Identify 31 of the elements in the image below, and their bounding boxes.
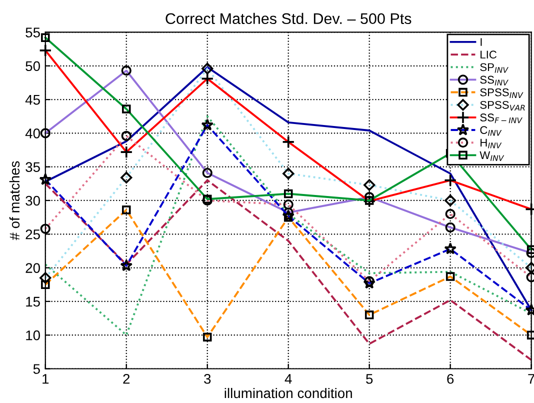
legend-label: SS$_{INV}$ [480, 76, 508, 86]
legend-label: LIC [480, 50, 497, 59]
x-tick-label: 1 [42, 374, 49, 384]
x-tick-label: 2 [123, 374, 130, 384]
y-tick-label: 55 [26, 28, 40, 38]
x-tick-label: 7 [528, 374, 534, 384]
legend-label: SP$_{INV}$ [480, 63, 508, 73]
x-tick-label: 4 [284, 374, 292, 384]
chart-title: Correct Matches Std. Dev. – 500 Pts [166, 12, 412, 24]
y-tick-label: 5 [33, 364, 40, 374]
legend-label: SPSS$_{VAR}$ [480, 100, 525, 111]
legend-label: I [480, 38, 482, 46]
legend-label: W$_{INV}$ [480, 151, 504, 161]
y-tick-label: 25 [26, 229, 40, 240]
y-tick-label: 50 [26, 61, 40, 72]
y-tick-label: 30 [26, 196, 40, 206]
y-tick-label: 35 [26, 162, 40, 172]
y-tick-label: 15 [26, 296, 40, 307]
x-tick-label: 5 [366, 374, 373, 384]
y-tick-label: 10 [26, 330, 40, 340]
x-axis-title: illumination condition [224, 388, 352, 398]
x-tick-label: 3 [204, 374, 211, 384]
y-tick-label: 40 [25, 128, 40, 138]
y-axis-title: # of matches [9, 161, 20, 240]
legend-label: C$_{INV}$ [480, 126, 502, 136]
x-tick-label: 6 [447, 374, 454, 384]
y-tick-label: 45 [25, 95, 40, 105]
legend-label: SPSS$_{INV}$ [480, 88, 524, 98]
legend-label: H$_{INV}$ [480, 138, 502, 148]
legend-label: SS$_{F−INV}$ [480, 114, 522, 124]
y-tick-label: 20 [26, 263, 40, 273]
